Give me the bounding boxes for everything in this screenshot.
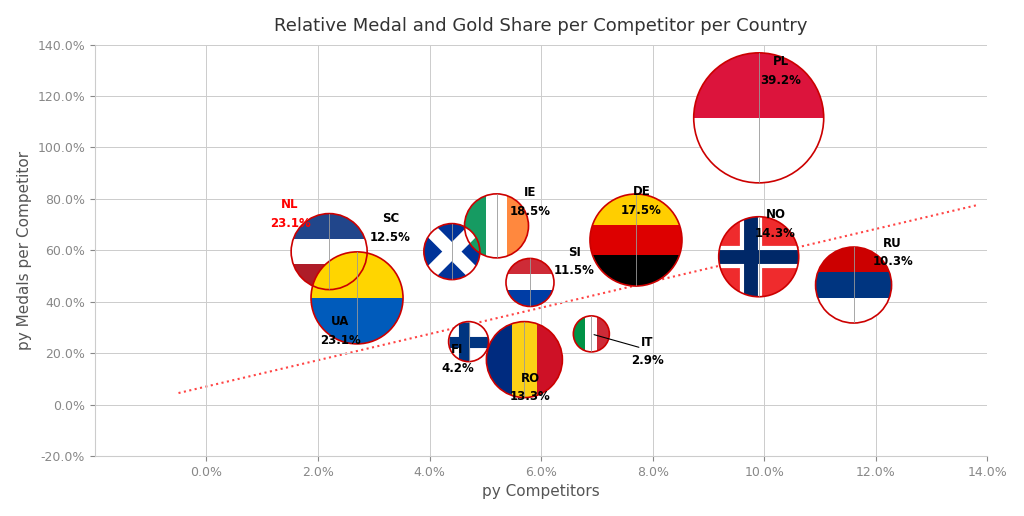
Text: 39.2%: 39.2% — [761, 74, 802, 87]
Text: PL: PL — [773, 55, 790, 68]
Bar — [485, 194, 507, 258]
Bar — [693, 53, 823, 118]
Bar — [311, 298, 403, 344]
Bar — [486, 321, 512, 398]
Bar — [506, 291, 554, 307]
Text: 14.3%: 14.3% — [755, 227, 796, 240]
Bar — [597, 316, 609, 352]
Ellipse shape — [424, 223, 480, 280]
Text: NL: NL — [282, 198, 299, 211]
Text: NO: NO — [766, 208, 785, 221]
Text: 10.3%: 10.3% — [872, 255, 913, 268]
Bar — [311, 252, 403, 298]
Text: 12.5%: 12.5% — [370, 231, 411, 244]
Text: SI: SI — [568, 246, 581, 259]
Bar — [693, 118, 823, 183]
Text: IT: IT — [641, 335, 653, 348]
Text: DE: DE — [633, 185, 650, 198]
Text: 17.5%: 17.5% — [622, 204, 662, 217]
Text: RO: RO — [520, 372, 540, 384]
Text: 11.5%: 11.5% — [554, 265, 595, 278]
Text: 13.3%: 13.3% — [510, 391, 550, 404]
Bar — [590, 255, 682, 286]
Bar — [291, 264, 368, 289]
Bar — [512, 321, 537, 398]
Bar — [586, 316, 597, 352]
Ellipse shape — [719, 217, 799, 297]
Text: FI: FI — [452, 343, 464, 356]
Text: 2.9%: 2.9% — [631, 354, 664, 367]
Bar — [507, 194, 528, 258]
Bar — [537, 321, 562, 398]
Bar — [291, 214, 368, 239]
Bar — [506, 275, 554, 291]
Bar — [815, 272, 892, 298]
Text: RU: RU — [884, 236, 902, 250]
Text: UA: UA — [331, 315, 349, 328]
Bar — [590, 194, 682, 224]
X-axis label: py Competitors: py Competitors — [482, 485, 600, 499]
Bar — [465, 194, 485, 258]
Bar — [590, 224, 682, 255]
Title: Relative Medal and Gold Share per Competitor per Country: Relative Medal and Gold Share per Compet… — [274, 17, 808, 35]
Ellipse shape — [449, 321, 488, 362]
Text: 23.1%: 23.1% — [269, 217, 310, 230]
Text: 18.5%: 18.5% — [510, 205, 551, 218]
Text: SC: SC — [382, 212, 399, 225]
Bar — [291, 239, 368, 264]
Y-axis label: py Medals per Competitor: py Medals per Competitor — [16, 151, 32, 350]
Bar — [573, 316, 586, 352]
Bar — [506, 259, 554, 275]
Text: IE: IE — [524, 186, 537, 199]
Bar — [815, 247, 892, 272]
Text: 23.1%: 23.1% — [319, 334, 360, 347]
Text: 4.2%: 4.2% — [441, 362, 474, 375]
Bar — [815, 298, 892, 323]
